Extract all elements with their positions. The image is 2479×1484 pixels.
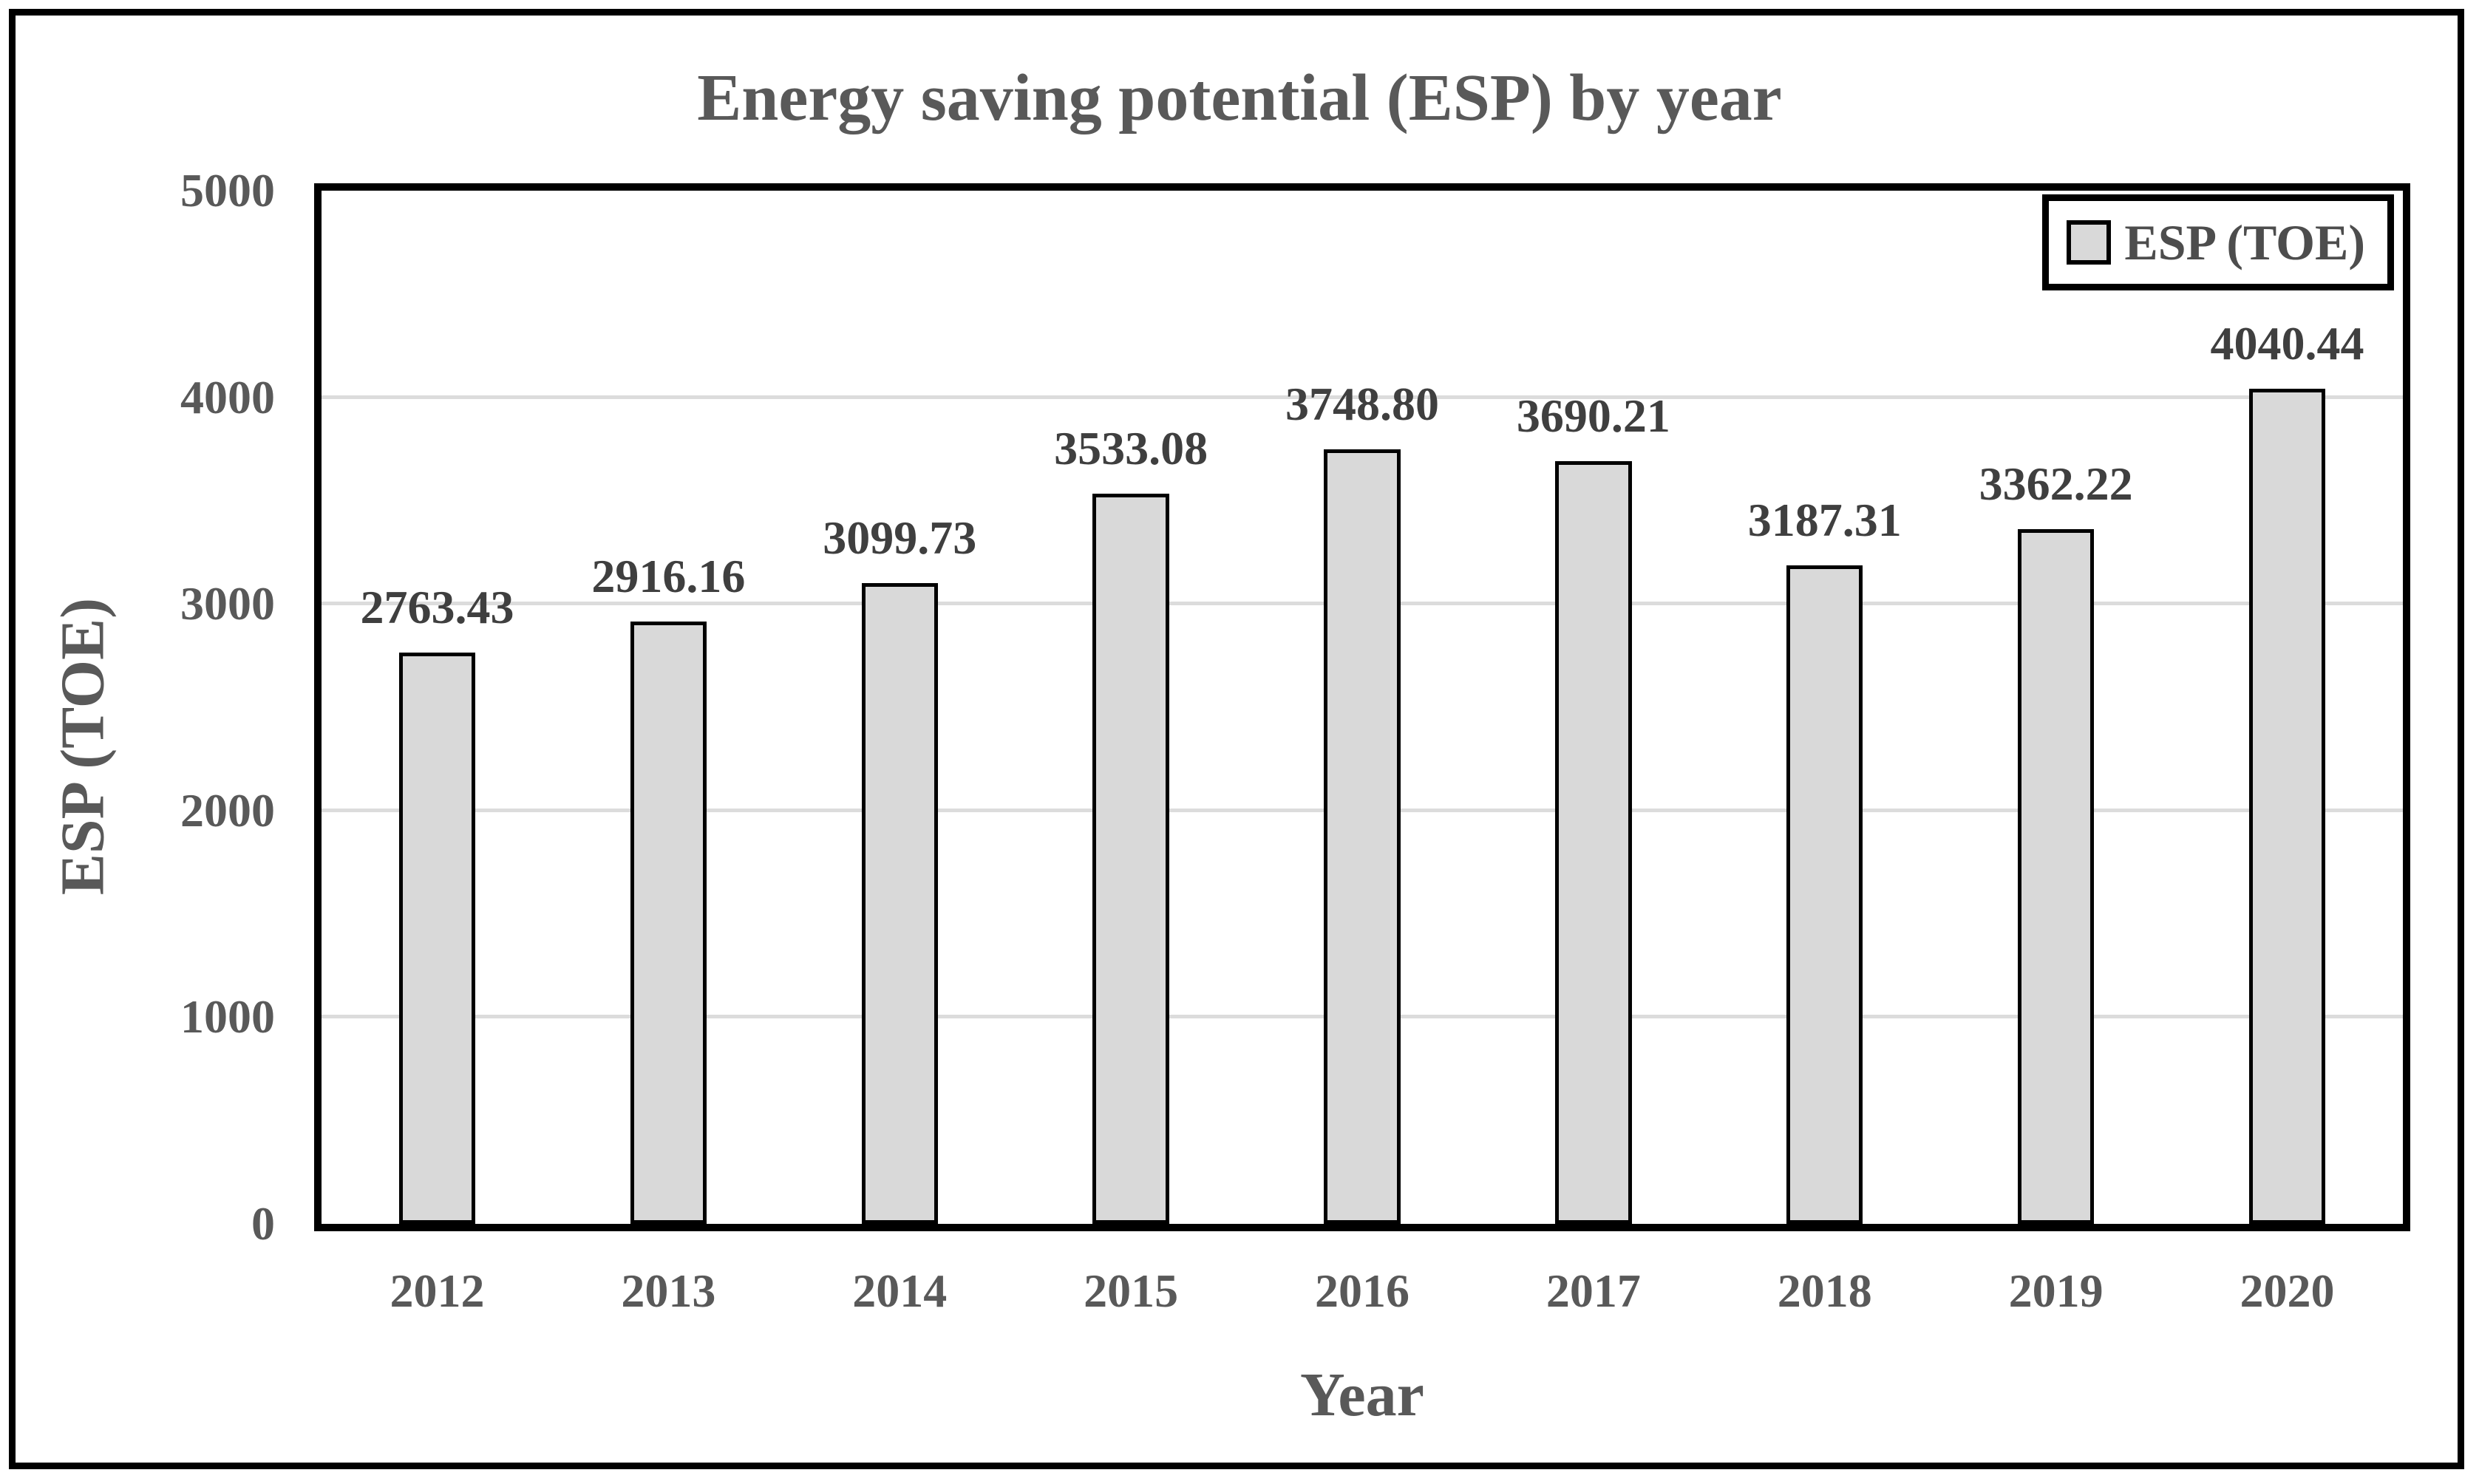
x-tick-2014: 2014: [852, 1265, 948, 1317]
legend-label: ESP (TOE): [2124, 214, 2365, 270]
data-label-2019: 3362.22: [1979, 457, 2133, 510]
data-label-2016: 3748.80: [1285, 377, 1439, 430]
x-tick-2020: 2020: [2240, 1265, 2335, 1317]
data-label-2017: 3690.21: [1516, 389, 1670, 443]
bar-2014: [861, 583, 938, 1224]
x-tick-2016: 2016: [1314, 1265, 1409, 1317]
bar-2016: [1324, 449, 1401, 1224]
data-label-2014: 3099.73: [823, 511, 977, 565]
x-tick-2013: 2013: [621, 1265, 716, 1317]
y-tick-5000: 5000: [180, 164, 275, 217]
bar-2017: [1555, 461, 1632, 1224]
data-label-2012: 2763.43: [360, 581, 514, 634]
chart-title: Energy saving potential (ESP) by year: [697, 61, 1782, 135]
bar-2019: [2018, 528, 2095, 1224]
x-tick-2012: 2012: [390, 1265, 485, 1317]
y-tick-2000: 2000: [180, 783, 275, 837]
bar-2018: [1786, 565, 1863, 1224]
x-tick-2015: 2015: [1084, 1265, 1179, 1317]
data-label-2013: 2916.16: [591, 549, 746, 602]
bar-2012: [398, 653, 476, 1224]
legend: ESP (TOE): [2042, 194, 2394, 290]
legend-swatch-icon: [2067, 220, 2112, 265]
x-tick-2017: 2017: [1545, 1265, 1641, 1317]
y-tick-1000: 1000: [180, 990, 275, 1044]
y-tick-3000: 3000: [180, 577, 275, 630]
bar-2015: [1092, 494, 1169, 1224]
y-axis-tick-labels: 0 1000 2000 3000 4000 5000: [0, 164, 275, 1250]
y-tick-4000: 4000: [180, 370, 275, 423]
data-label-2015: 3533.08: [1054, 422, 1208, 475]
bar-2013: [630, 621, 707, 1224]
plot-area: ESP (TOE) 2763.43 2916.16 3099.73 3533.08 37…: [314, 183, 2410, 1231]
gridline-4000: [322, 395, 2403, 399]
x-axis-tick-labels: 2012 2013 2014 2015 2016 2017 2018 2019 2020: [322, 1258, 2403, 1324]
y-tick-0: 0: [251, 1197, 275, 1250]
x-axis-title: Year: [1300, 1361, 1424, 1429]
x-tick-2019: 2019: [2008, 1265, 2104, 1317]
data-label-2018: 3187.31: [1747, 493, 1902, 546]
data-label-2020: 4040.44: [2210, 317, 2364, 370]
bar-2020: [2248, 389, 2326, 1224]
x-tick-2018: 2018: [1777, 1265, 1872, 1317]
